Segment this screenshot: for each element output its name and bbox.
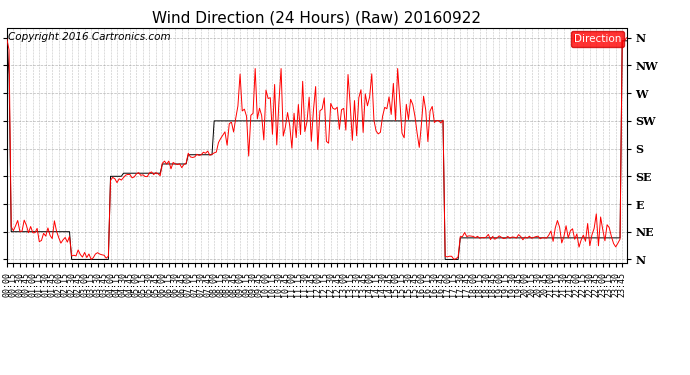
Title: Wind Direction (24 Hours) (Raw) 20160922: Wind Direction (24 Hours) (Raw) 20160922 xyxy=(152,11,481,26)
Text: Copyright 2016 Cartronics.com: Copyright 2016 Cartronics.com xyxy=(8,32,170,42)
Legend: Direction: Direction xyxy=(571,31,624,47)
